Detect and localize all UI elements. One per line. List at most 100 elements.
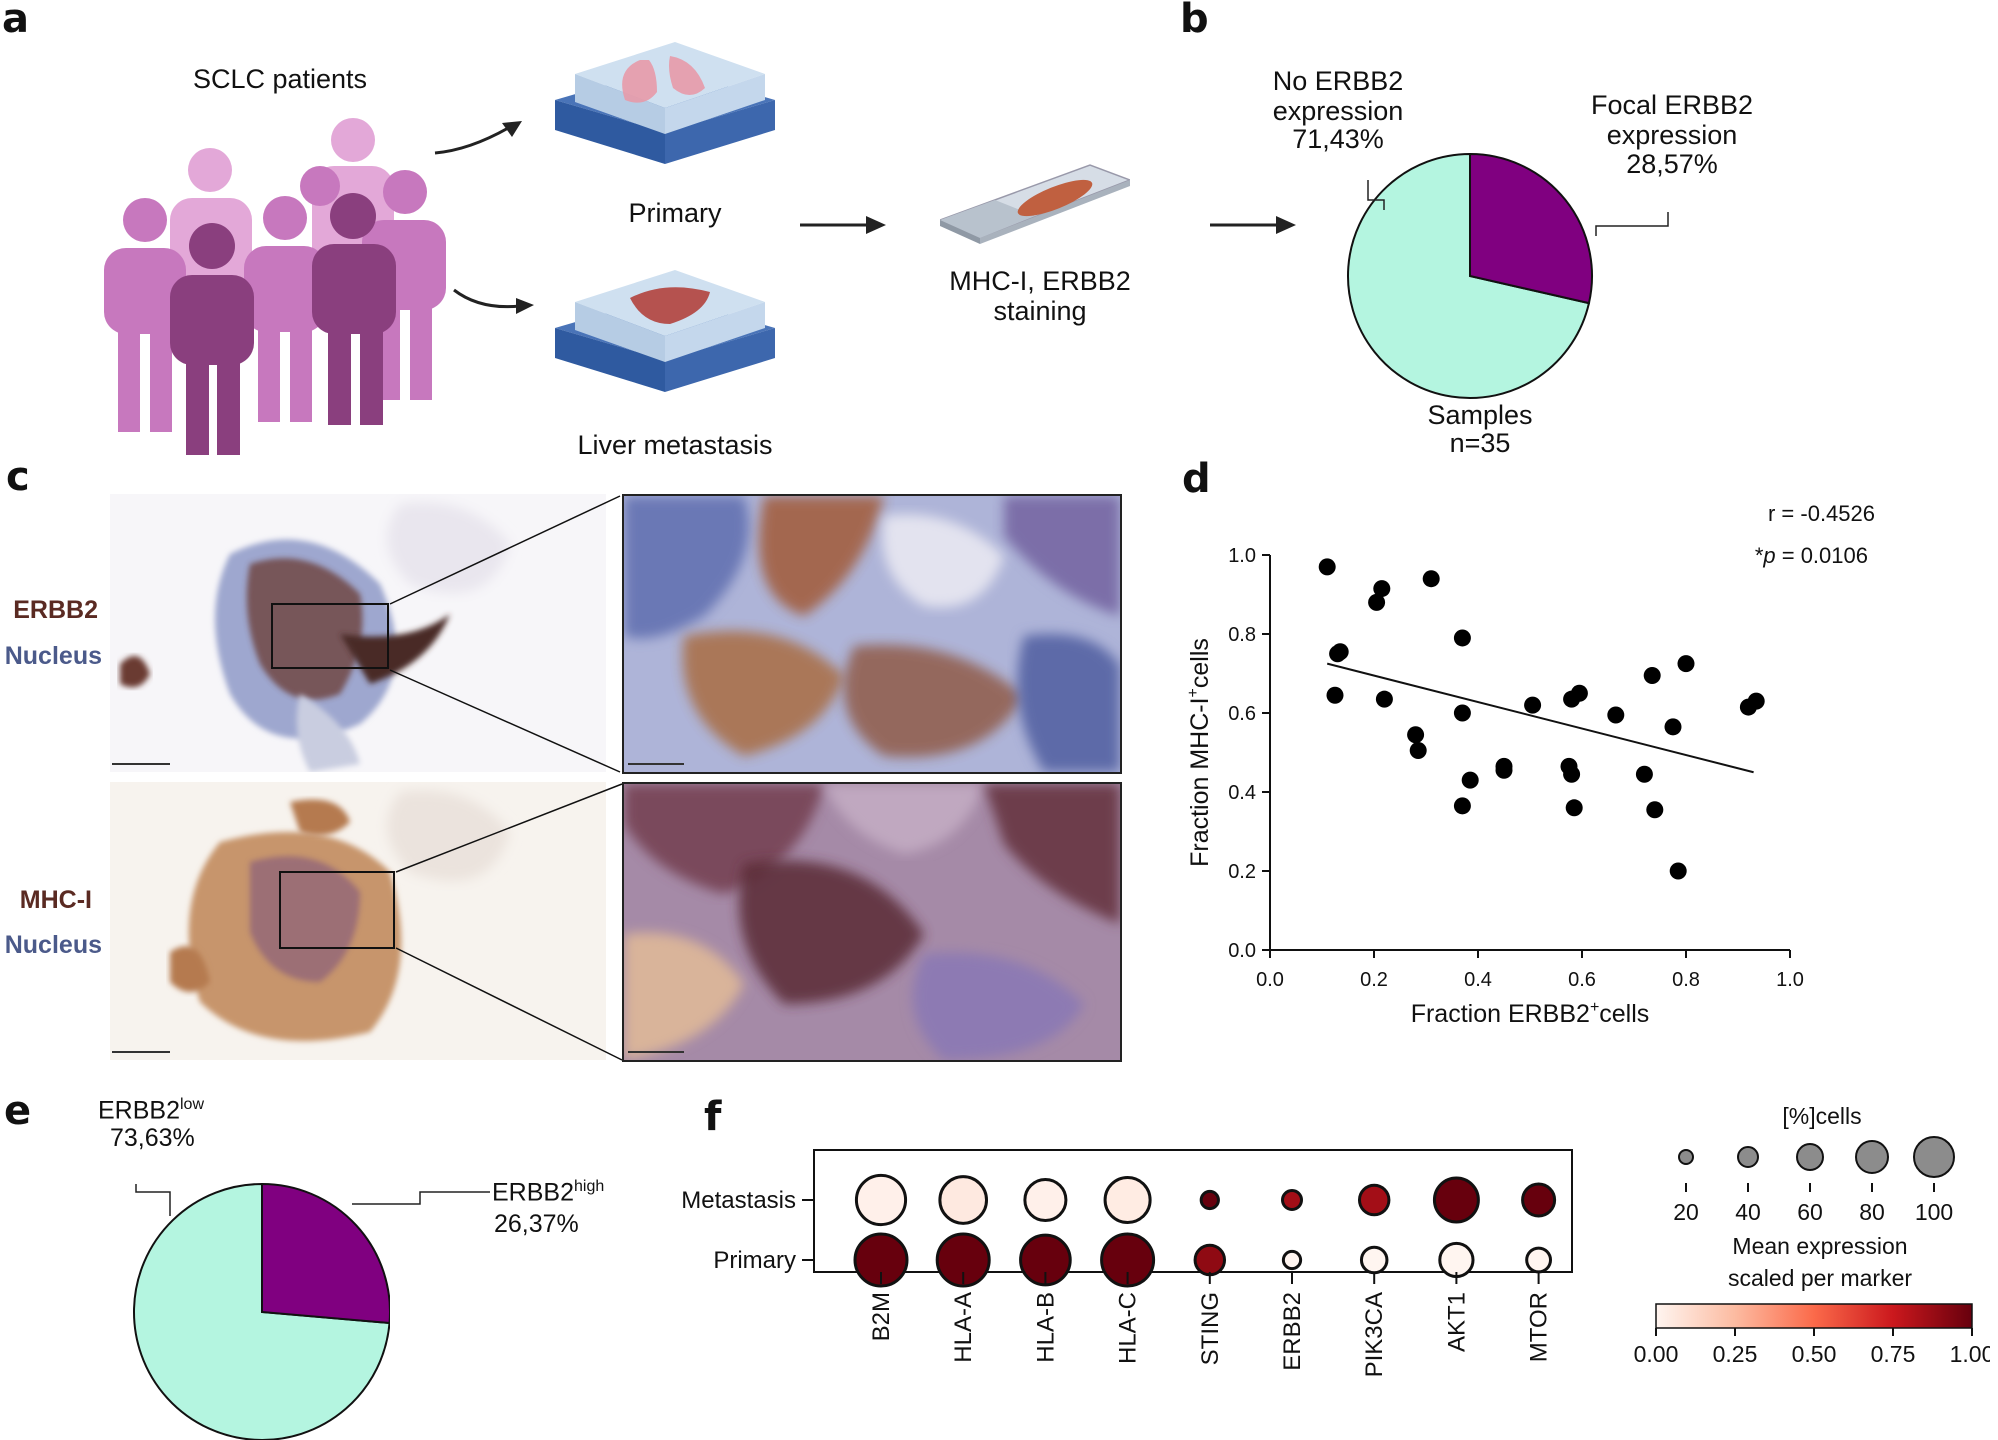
- pie-e-label-low-text: ERBB2: [98, 1096, 180, 1125]
- x-tick-label: 0.6: [1568, 969, 1596, 991]
- dot-marker: [854, 1173, 908, 1227]
- lung-icon: [622, 56, 705, 103]
- dot-plot-f: Metastasis Primary B2M HLA-A HLA-B HLA-C STING…: [681, 1103, 1990, 1377]
- panel-label-b: b: [1180, 0, 1209, 42]
- color-legend-value: 0.00: [1634, 1341, 1679, 1367]
- color-legend-title: scaled per marker: [1728, 1265, 1912, 1291]
- panel-label-e: e: [4, 1088, 32, 1134]
- dot-marker: [1023, 1177, 1068, 1223]
- size-legend-dot: [1913, 1136, 1955, 1178]
- panel-label-a: a: [2, 0, 29, 42]
- column-label: AKT1: [1443, 1292, 1470, 1352]
- scatter-point: [1407, 726, 1425, 744]
- zoom-lines-2: [395, 783, 623, 1061]
- y-tick-label: 0.4: [1228, 782, 1256, 804]
- pie-b-slice-1: [1469, 152, 1593, 305]
- size-legend-dot: [1678, 1149, 1694, 1165]
- scatter-point: [1747, 692, 1765, 710]
- pie-b-label-focal-line1: Focal ERBB2: [1590, 90, 1754, 120]
- stain-label-nucleus-1: Nucleus: [4, 642, 102, 670]
- dot-marker: [1100, 1232, 1156, 1288]
- dot-marker: [1432, 1176, 1480, 1224]
- scatter-point: [1677, 655, 1695, 673]
- primary-tissue-block: [555, 42, 775, 164]
- dot-marker: [1357, 1183, 1391, 1217]
- dot-marker: [938, 1175, 989, 1225]
- staining-label-line1: MHC-I, ERBB2: [949, 266, 1131, 296]
- arrow-to-primary: [434, 121, 522, 155]
- stain-label-nucleus-2: Nucleus: [4, 931, 102, 959]
- pie-chart-e: [133, 1182, 390, 1440]
- size-legend-value: 20: [1673, 1199, 1699, 1225]
- dot-marker: [1281, 1249, 1303, 1271]
- scatter-point: [1422, 570, 1440, 588]
- size-legend-dot: [1737, 1146, 1759, 1168]
- scatter-chart-d: 0.0 0.2 0.4 0.6 0.8 1.0 0.0 0.2 0.4 0.6 0.8 1.0 Frac…: [1185, 501, 1875, 1028]
- scatter-point: [1373, 580, 1391, 598]
- erbb2-zoom-image: [622, 494, 1122, 774]
- dot-marker: [1199, 1189, 1220, 1211]
- pie-e-label-low: ERBB2low: [98, 1090, 204, 1125]
- dot-marker: [1193, 1243, 1227, 1277]
- color-legend-bar: [1655, 1303, 1973, 1329]
- x-tick-label: 0.2: [1360, 969, 1388, 991]
- size-legend-value: 100: [1915, 1199, 1953, 1225]
- pie-e-pct-high: 26,37%: [494, 1210, 579, 1238]
- panel-label-c: c: [6, 454, 30, 500]
- liver-tissue-block: [555, 270, 775, 392]
- stain-label-erbb2: ERBB2: [13, 596, 98, 624]
- pie-b-label-no-erbb2-line2: expression: [1272, 96, 1404, 126]
- dot-marker: [1521, 1182, 1557, 1218]
- fit-line: [1326, 662, 1754, 774]
- scatter-point: [1563, 765, 1581, 783]
- pie-b-caption-samples: Samples: [1427, 400, 1533, 430]
- dot-marker: [1525, 1246, 1553, 1274]
- pie-b-caption-n: n=35: [1449, 428, 1511, 458]
- scatter-point: [1453, 704, 1471, 722]
- mhc-zoom-image: [622, 782, 1122, 1062]
- dot-marker: [1103, 1175, 1152, 1225]
- row-label: Primary: [713, 1247, 796, 1274]
- x-tick-label: 0.8: [1672, 969, 1700, 991]
- y-tick-label: 1.0: [1228, 545, 1256, 567]
- panel-label-d: d: [1182, 456, 1211, 502]
- scatter-point: [1368, 593, 1386, 611]
- dot-marker: [1438, 1241, 1475, 1279]
- color-legend-value: 0.25: [1713, 1341, 1758, 1367]
- column-label: HLA-A: [950, 1292, 977, 1363]
- liver-icon: [630, 287, 710, 324]
- scatter-point: [1331, 643, 1349, 661]
- x-axis-label: Fraction ERBB2+cells: [1411, 999, 1650, 1028]
- pie-b-label-focal-line2: expression: [1606, 120, 1738, 150]
- dot-marker: [1280, 1188, 1304, 1212]
- pie-chart-b: [1347, 152, 1593, 399]
- pie-b-label-no-erbb2-line1: No ERBB2: [1272, 66, 1404, 96]
- color-legend-value: 1.00: [1950, 1341, 1990, 1367]
- pie-e-label-high-text: ERBB2: [492, 1178, 574, 1207]
- dot-plot-frame: [813, 1149, 1573, 1273]
- patients-label: SCLC patients: [192, 64, 368, 94]
- size-legend-dot: [1855, 1140, 1889, 1174]
- row-label: Metastasis: [681, 1187, 796, 1214]
- y-tick-label: 0.8: [1228, 624, 1256, 646]
- scatter-point: [1453, 797, 1471, 815]
- scatter-point: [1646, 801, 1664, 819]
- scatter-point: [1318, 558, 1336, 576]
- scatter-point: [1453, 629, 1471, 647]
- size-legend-value: 80: [1859, 1199, 1885, 1225]
- scatter-point: [1664, 718, 1682, 736]
- arrow-to-pie: [1210, 216, 1296, 234]
- pie-e-leader-lines: [135, 1184, 490, 1216]
- scatter-point: [1409, 742, 1427, 760]
- pie-e-label-low-sup: low: [179, 1096, 204, 1113]
- column-label: HLA-C: [1115, 1292, 1142, 1364]
- scatter-point: [1524, 696, 1542, 714]
- patients-illustration: [104, 118, 446, 455]
- person-figure-mid: [104, 166, 446, 432]
- size-legend-value: 60: [1797, 1199, 1823, 1225]
- column-label: ERBB2: [1279, 1292, 1306, 1371]
- x-tick-label: 1.0: [1776, 969, 1804, 991]
- color-legend-value: 0.75: [1871, 1341, 1916, 1367]
- pie-e-label-high-sup: high: [573, 1178, 605, 1195]
- pie-e-label-high: ERBB2high: [492, 1172, 604, 1207]
